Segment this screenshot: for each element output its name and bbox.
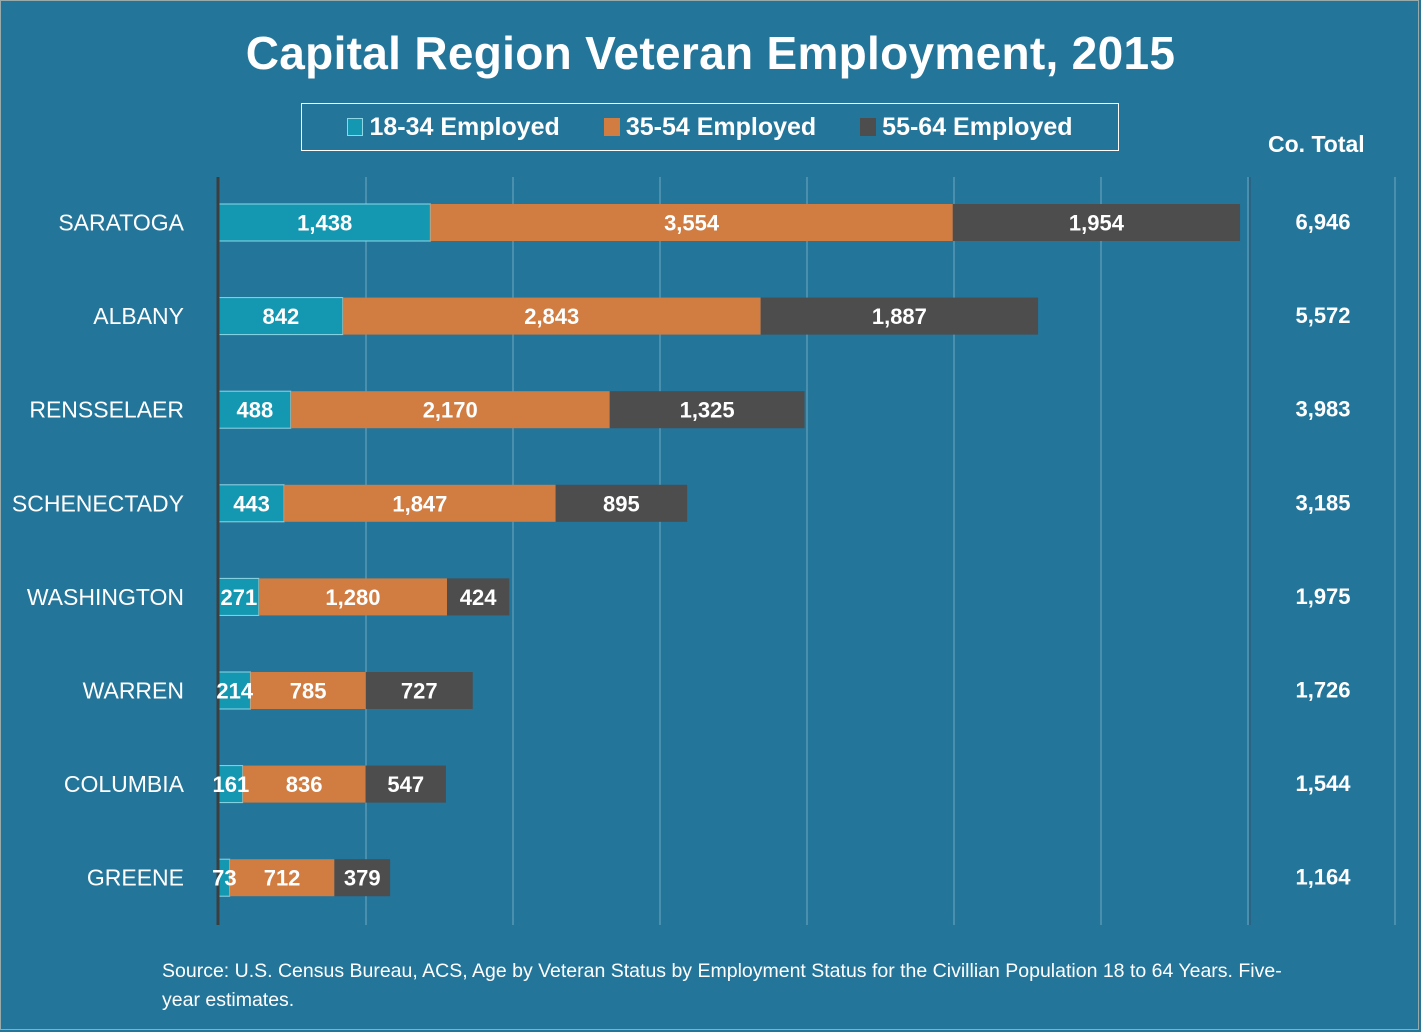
data-label: 3,554 xyxy=(664,211,720,236)
data-label: 1,438 xyxy=(297,211,352,236)
data-label: 379 xyxy=(344,866,381,891)
data-label: 1,954 xyxy=(1069,211,1125,236)
totals-header: Co. Total xyxy=(1268,131,1365,157)
chart-title: Capital Region Veteran Employment, 2015 xyxy=(245,27,1176,79)
category-label: RENSSELAER xyxy=(29,397,184,423)
data-label: 547 xyxy=(387,772,424,797)
source-note: Source: U.S. Census Bureau, ACS, Age by … xyxy=(162,960,1282,1011)
legend: 18-34 Employed 35-54 Employed 55-64 Empl… xyxy=(301,103,1119,151)
total-label: 5,572 xyxy=(1295,303,1350,328)
category-label: COLUMBIA xyxy=(64,771,185,797)
legend-item-35-54: 35-54 Employed xyxy=(603,112,817,142)
data-label: 1,847 xyxy=(392,491,447,516)
data-label: 895 xyxy=(603,491,640,516)
legend-item-18-34: 18-34 Employed xyxy=(347,112,560,142)
data-label: 1,280 xyxy=(325,585,380,610)
total-label: 1,544 xyxy=(1295,771,1351,796)
category-label: WARREN xyxy=(83,678,184,704)
legend-label-35-54: 35-54 Employed xyxy=(625,112,817,141)
bar-segment xyxy=(446,578,510,616)
bar-segment xyxy=(365,765,446,803)
bar-segment xyxy=(218,390,292,429)
bar-segment xyxy=(218,671,251,710)
legend-item-55-64: 55-64 Employed xyxy=(860,112,1073,142)
data-label: 2,170 xyxy=(423,398,478,423)
category-label: GREENE xyxy=(87,865,184,891)
bar-segment xyxy=(952,204,1241,241)
data-label: 488 xyxy=(237,398,274,423)
bar-segment xyxy=(284,484,556,522)
totals-column: 6,946 5,572 3,983 3,185 1,975 1,726 1,544 1,164 xyxy=(1295,210,1351,890)
total-label: 1,726 xyxy=(1295,678,1350,703)
data-label: 161 xyxy=(212,772,249,797)
total-label: 3,983 xyxy=(1295,397,1350,422)
data-label: 73 xyxy=(212,866,236,891)
legend-swatch-35-54 xyxy=(603,118,620,136)
data-label: 1,887 xyxy=(872,304,927,329)
bars xyxy=(218,203,1241,897)
category-label: WASHINGTON xyxy=(27,584,184,610)
data-label: 271 xyxy=(221,585,258,610)
data-label: 727 xyxy=(401,679,438,704)
bar-segment xyxy=(242,765,366,803)
bar-segment xyxy=(342,297,761,335)
bar-segment xyxy=(290,391,610,429)
bar-segment xyxy=(218,484,285,523)
data-label: 712 xyxy=(264,866,301,891)
data-label: 1,325 xyxy=(680,398,735,423)
data-label: 443 xyxy=(233,491,270,516)
total-label: 1,164 xyxy=(1295,865,1351,890)
category-labels: SARATOGA ALBANY RENSSELAER SCHENECTADY WASHI… xyxy=(12,210,185,891)
legend-label-18-34: 18-34 Employed xyxy=(369,112,560,141)
bar-segment xyxy=(760,297,1039,335)
legend-swatch-18-34 xyxy=(347,118,364,136)
legend-swatch-55-64 xyxy=(860,118,877,136)
total-label: 1,975 xyxy=(1295,584,1350,609)
total-label: 3,185 xyxy=(1295,490,1350,515)
bar-segment xyxy=(555,484,688,522)
bar-segment xyxy=(258,578,447,616)
bar-segment xyxy=(609,391,805,429)
bar-segment xyxy=(229,859,335,897)
data-label: 785 xyxy=(290,679,327,704)
legend-label-55-64: 55-64 Employed xyxy=(882,112,1073,141)
bar-segment xyxy=(430,204,953,241)
total-label: 6,946 xyxy=(1295,210,1350,235)
category-label: ALBANY xyxy=(93,303,184,329)
data-label: 842 xyxy=(263,304,300,329)
bar-segment xyxy=(365,672,473,709)
data-label: 2,843 xyxy=(524,304,579,329)
data-label: 214 xyxy=(216,679,253,704)
category-label: SCHENECTADY xyxy=(12,490,184,516)
category-label: SARATOGA xyxy=(58,210,184,236)
bar-segment xyxy=(250,672,366,709)
data-label: 424 xyxy=(460,585,497,610)
data-label: 836 xyxy=(286,772,323,797)
gridlines xyxy=(365,177,1396,925)
data-labels: 1,438 3,554 1,954 842 2,843 1,887 488 2,170 1,32… xyxy=(212,211,1125,891)
bar-segment xyxy=(334,859,391,897)
